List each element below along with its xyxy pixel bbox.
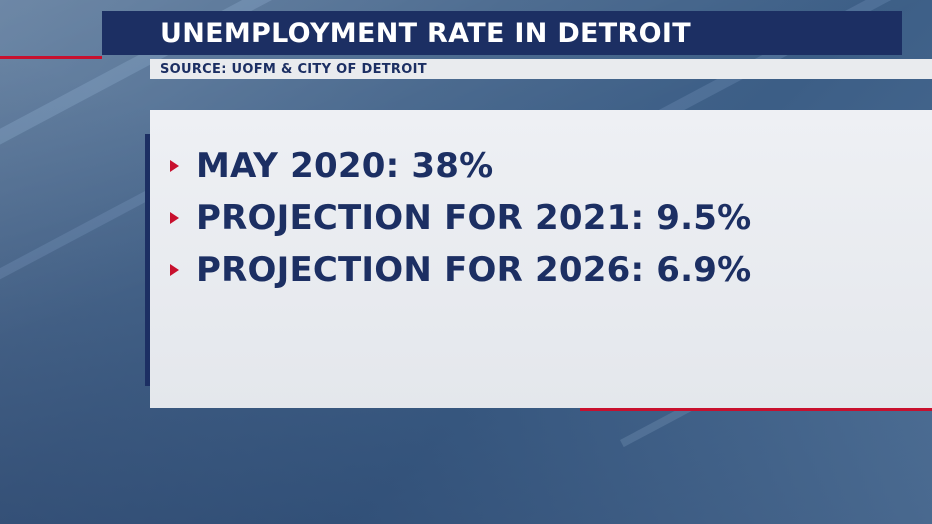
source-credit: SOURCE: UOFM & CITY OF DETROIT (160, 61, 427, 77)
bullet-list: MAY 2020: 38% PROJECTION FOR 2021: 9.5% … (170, 140, 751, 296)
bullet-text: PROJECTION FOR 2021: 9.5% (196, 198, 752, 238)
triangle-bullet-icon (170, 160, 179, 172)
accent-line-top (0, 56, 102, 59)
bullet-text: MAY 2020: 38% (196, 146, 494, 186)
bullet-item: PROJECTION FOR 2021: 9.5% (170, 192, 751, 244)
content-panel: MAY 2020: 38% PROJECTION FOR 2021: 9.5% … (150, 110, 932, 408)
panel-edge-accent (145, 134, 150, 386)
source-bar: SOURCE: UOFM & CITY OF DETROIT (150, 59, 932, 79)
bullet-item: PROJECTION FOR 2026: 6.9% (170, 244, 751, 296)
graphic-title: UNEMPLOYMENT RATE IN DETROIT (160, 17, 691, 49)
title-bar: UNEMPLOYMENT RATE IN DETROIT (102, 11, 902, 55)
triangle-bullet-icon (170, 212, 179, 224)
accent-line-bottom (580, 408, 932, 411)
bullet-text: PROJECTION FOR 2026: 6.9% (196, 250, 752, 290)
bullet-item: MAY 2020: 38% (170, 140, 751, 192)
triangle-bullet-icon (170, 264, 179, 276)
